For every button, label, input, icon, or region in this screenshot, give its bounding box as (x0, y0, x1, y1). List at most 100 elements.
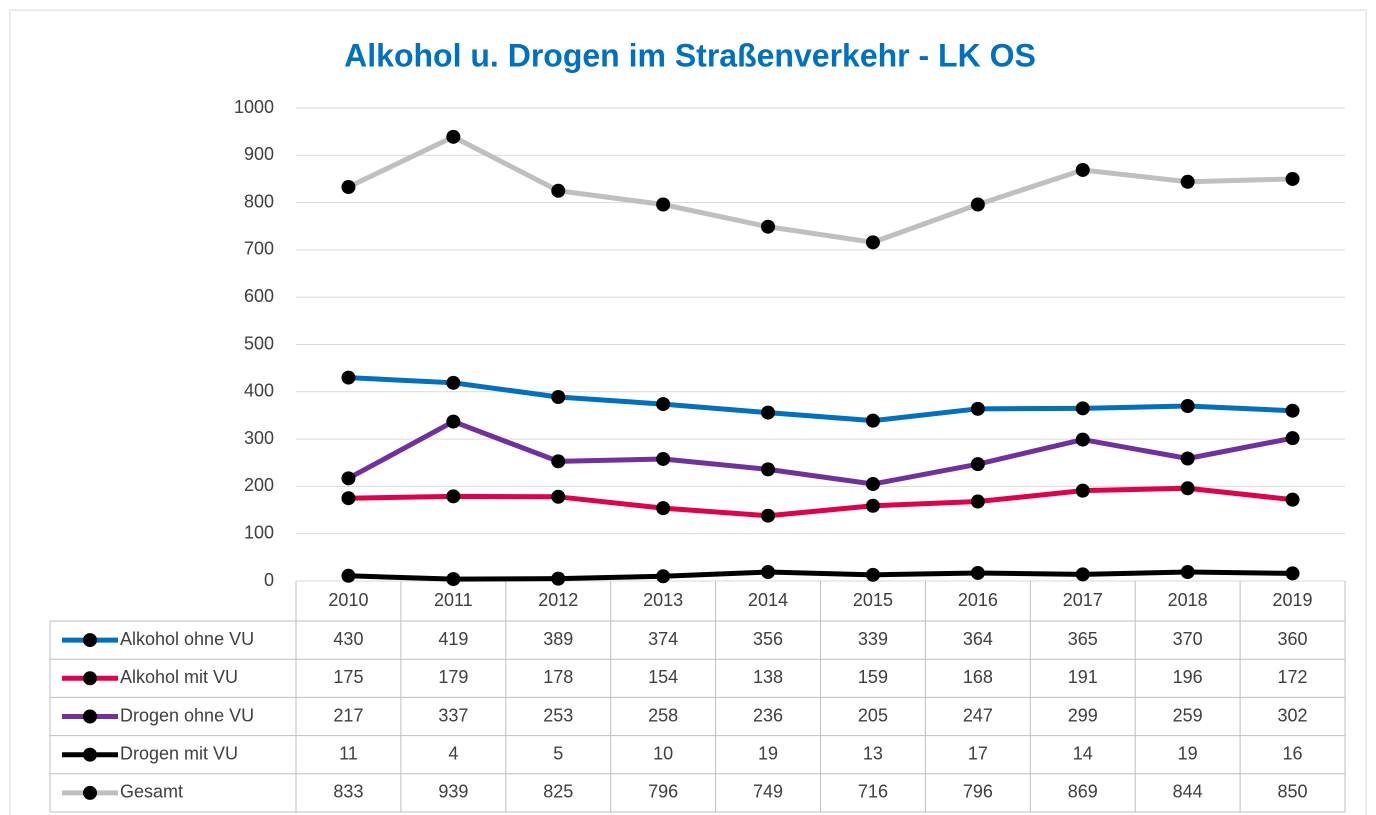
series-marker (656, 451, 671, 466)
table-cell: 191 (1068, 667, 1098, 687)
table-cell: 796 (963, 782, 993, 802)
table-cell: 205 (858, 705, 888, 725)
series-marker (761, 565, 776, 580)
series-marker (446, 375, 461, 390)
table-cell: 217 (333, 705, 363, 725)
series-marker (656, 197, 671, 212)
series-marker (1285, 431, 1300, 446)
y-tick-label: 200 (244, 475, 274, 495)
series-line (348, 375, 1293, 424)
series-marker (656, 569, 671, 584)
legend-marker (83, 747, 97, 762)
table-cell: 11 (339, 743, 358, 763)
series-marker (1285, 492, 1300, 507)
series-marker (1075, 567, 1090, 582)
series-marker (551, 454, 566, 469)
series-marker (656, 501, 671, 516)
series-marker (1180, 565, 1195, 580)
table-cell: 716 (858, 782, 888, 802)
x-tick-label: 2018 (1168, 590, 1208, 610)
series-marker (761, 462, 776, 477)
table-cell: 419 (438, 629, 468, 649)
table-cell: 4 (448, 743, 458, 763)
table-cell: 253 (543, 705, 573, 725)
chart-frame (9, 9, 1367, 815)
x-tick-label: 2012 (538, 590, 578, 610)
table-cell: 13 (863, 743, 883, 763)
table-cell: 179 (438, 667, 468, 687)
y-tick-label: 800 (244, 191, 274, 211)
legend-label: Alkohol ohne VU (120, 629, 254, 649)
table-cell: 196 (1173, 667, 1203, 687)
table-cell: 869 (1068, 782, 1098, 802)
series-marker (1180, 451, 1195, 466)
table-cell: 364 (963, 629, 993, 649)
series-marker (341, 568, 356, 583)
y-tick-label: 0 (264, 570, 274, 590)
table-cell: 360 (1278, 629, 1308, 649)
table-cell: 365 (1068, 629, 1098, 649)
series-marker (761, 508, 776, 523)
table-cell: 175 (333, 667, 363, 687)
legend-marker (83, 785, 97, 800)
y-tick-label: 600 (244, 286, 274, 306)
table-cell: 19 (1178, 743, 1198, 763)
legend-marker (83, 671, 97, 686)
series-marker (1285, 171, 1300, 186)
legend-marker (83, 709, 97, 724)
y-tick-label: 300 (244, 428, 274, 448)
table-cell: 172 (1278, 667, 1308, 687)
y-tick-label: 700 (244, 239, 274, 259)
legend-label: Drogen ohne VU (120, 705, 254, 725)
series-marker (970, 197, 985, 212)
series-marker (761, 405, 776, 420)
legend-label: Alkohol mit VU (120, 667, 238, 687)
series-marker (865, 235, 880, 250)
table-cell: 258 (648, 705, 678, 725)
series-line (348, 485, 1293, 519)
table-cell: 430 (333, 629, 363, 649)
y-tick-label: 900 (244, 144, 274, 164)
table-cell: 356 (753, 629, 783, 649)
table-cell: 247 (963, 705, 993, 725)
series-marker (341, 179, 356, 194)
table-cell: 14 (1073, 743, 1093, 763)
table-cell: 236 (753, 705, 783, 725)
series-marker (551, 183, 566, 198)
series-marker (970, 565, 985, 580)
series-marker (1075, 162, 1090, 177)
y-tick-label: 500 (244, 333, 274, 353)
table-cell: 850 (1278, 782, 1308, 802)
series-marker (656, 397, 671, 412)
series-marker (341, 370, 356, 385)
series-marker (551, 489, 566, 504)
table-cell: 178 (543, 667, 573, 687)
series-line (348, 569, 1293, 582)
table-cell: 17 (968, 743, 988, 763)
table-cell: 833 (333, 782, 363, 802)
series-marker (341, 491, 356, 506)
series-marker (1075, 483, 1090, 498)
series-marker (865, 498, 880, 513)
series-marker (1180, 398, 1195, 413)
legend-marker (83, 633, 97, 648)
table-cell: 370 (1173, 629, 1203, 649)
x-tick-label: 2019 (1273, 590, 1313, 610)
table-cell: 337 (438, 705, 468, 725)
series-marker (1075, 401, 1090, 416)
series-marker (970, 457, 985, 472)
table-cell: 299 (1068, 705, 1098, 725)
legend-label: Drogen mit VU (120, 743, 238, 763)
table-cell: 302 (1278, 705, 1308, 725)
series-marker (865, 413, 880, 428)
series-marker (1075, 432, 1090, 447)
series-marker (446, 572, 461, 587)
table-cell: 19 (758, 743, 778, 763)
series-marker (1285, 403, 1300, 418)
x-tick-label: 2016 (958, 590, 998, 610)
table-cell: 16 (1283, 743, 1303, 763)
x-tick-label: 2015 (853, 590, 893, 610)
table-cell: 825 (543, 782, 573, 802)
series-marker (970, 401, 985, 416)
